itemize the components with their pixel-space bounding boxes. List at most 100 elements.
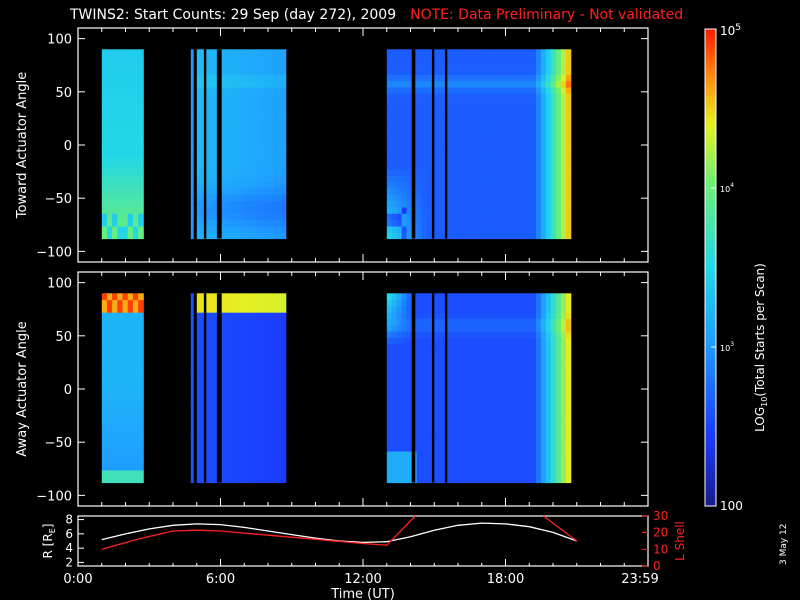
l-shell-line — [101, 515, 416, 550]
toward-heatmap-cell — [101, 131, 108, 139]
toward-heatmap-cell — [138, 68, 144, 75]
away-heatmap-cell — [106, 375, 113, 383]
toward-heatmap-cell — [266, 150, 272, 157]
toward-heatmap-cell — [112, 131, 118, 139]
away-heatmap-cell — [132, 331, 139, 338]
away-heatmap-cell — [506, 470, 512, 477]
toward-heatmap-cell — [511, 68, 517, 75]
away-heatmap-cell — [476, 331, 482, 338]
toward-heatmap-cell — [466, 181, 472, 189]
toward-heatmap-cell — [241, 61, 247, 69]
away-heatmap-cell — [496, 375, 502, 383]
away-heatmap-cell — [261, 305, 267, 313]
toward-heatmap-cell — [226, 118, 232, 126]
away-heatmap-cell — [138, 444, 144, 452]
away-heatmap-cell — [386, 438, 393, 446]
toward-heatmap-cell — [486, 181, 492, 189]
away-heatmap-cell — [416, 457, 423, 465]
toward-heatmap-cell — [466, 169, 472, 176]
away-heatmap-cell — [421, 375, 428, 383]
away-heatmap-cell — [545, 299, 552, 307]
away-heatmap-cell — [511, 432, 517, 439]
away-heatmap-cell — [211, 400, 217, 408]
away-heatmap-cell — [481, 432, 487, 439]
toward-heatmap-cell — [565, 181, 572, 189]
away-heatmap-cell — [401, 406, 408, 414]
toward-heatmap-cell — [516, 93, 522, 101]
toward-heatmap-cell — [280, 87, 287, 94]
toward-heatmap-cell — [476, 125, 482, 132]
toward-heatmap-cell — [416, 99, 423, 107]
away-heatmap-cell — [386, 394, 393, 401]
away-heatmap-cell — [456, 356, 462, 364]
toward-heatmap-cell — [112, 137, 118, 145]
toward-heatmap-cell — [280, 143, 287, 151]
away-heatmap-cell — [246, 356, 252, 364]
toward-heatmap-cell — [531, 55, 537, 63]
toward-heatmap-cell — [261, 143, 267, 151]
toward-heatmap-cell — [401, 61, 408, 69]
away-heatmap-cell — [461, 293, 467, 301]
toward-heatmap-cell — [436, 93, 442, 101]
away-heatmap-cell — [501, 425, 507, 433]
toward-heatmap-cell — [526, 200, 532, 208]
away-heatmap-cell — [451, 425, 457, 433]
away-heatmap-cell — [516, 343, 522, 351]
away-heatmap-cell — [251, 394, 257, 401]
away-data-gap — [203, 293, 207, 483]
toward-heatmap-cell — [511, 49, 517, 57]
toward-heatmap-cell — [226, 87, 232, 94]
away-heatmap-cell — [190, 369, 194, 376]
toward-heatmap-cell — [211, 207, 217, 214]
away-heatmap-cell — [211, 305, 217, 313]
toward-heatmap-cell — [132, 74, 139, 82]
away-heatmap-cell — [122, 425, 129, 433]
away-heatmap-cell — [421, 299, 428, 307]
away-heatmap-cell — [221, 413, 227, 420]
toward-heatmap-cell — [246, 87, 252, 94]
toward-heatmap-cell — [266, 219, 272, 227]
toward-heatmap-cell — [511, 125, 517, 132]
toward-heatmap-cell — [516, 87, 522, 94]
toward-heatmap-cell — [275, 219, 282, 227]
toward-heatmap-cell — [261, 68, 267, 75]
toward-heatmap-cell — [476, 207, 482, 214]
away-heatmap-cell — [132, 387, 139, 395]
away-heatmap-cell — [256, 343, 262, 351]
away-heatmap-cell — [555, 305, 562, 313]
toward-heatmap-cell — [271, 143, 277, 151]
toward-heatmap-cell — [526, 219, 532, 227]
away-heatmap-cell — [127, 343, 134, 351]
away-heatmap-cell — [560, 444, 567, 452]
away-heatmap-cell — [211, 318, 217, 326]
toward-heatmap-cell — [446, 207, 452, 214]
toward-heatmap-cell — [416, 87, 423, 94]
away-heatmap-cell — [266, 343, 272, 351]
away-heatmap-cell — [486, 375, 492, 383]
away-heatmap-cell — [536, 318, 542, 326]
away-heatmap-cell — [511, 362, 517, 370]
away-heatmap-cell — [266, 463, 272, 471]
toward-heatmap-cell — [550, 219, 557, 227]
toward-heatmap-cell — [541, 213, 547, 221]
toward-heatmap-cell — [531, 169, 537, 176]
toward-heatmap-cell — [555, 106, 562, 113]
away-heatmap-cell — [451, 438, 457, 446]
away-heatmap-cell — [456, 406, 462, 414]
toward-heatmap-cell — [391, 80, 398, 88]
toward-heatmap-cell — [226, 169, 232, 176]
away-heatmap-cell — [132, 375, 139, 383]
away-heatmap-cell — [441, 406, 447, 414]
toward-heatmap-cell — [481, 55, 487, 63]
toward-heatmap-cell — [406, 194, 413, 202]
toward-heatmap-cell — [416, 219, 423, 227]
away-heatmap-cell — [555, 425, 562, 433]
away-heatmap-cell — [117, 343, 123, 351]
toward-heatmap-cell — [226, 61, 232, 69]
toward-heatmap-cell — [236, 49, 242, 57]
toward-heatmap-cell — [271, 162, 277, 170]
away-heatmap-cell — [555, 400, 562, 408]
l-shell-axis-label: L Shell — [673, 521, 687, 561]
toward-heatmap-cell — [206, 232, 212, 240]
toward-heatmap-cell — [516, 125, 522, 132]
